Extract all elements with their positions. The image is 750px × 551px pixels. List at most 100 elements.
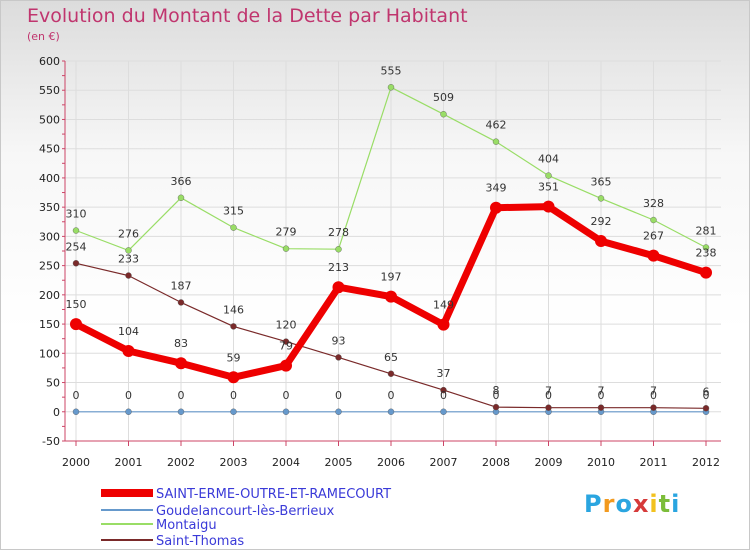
logo-letter: i	[671, 490, 681, 518]
y-tick-label: 500	[39, 113, 60, 126]
data-label: 0	[388, 389, 395, 402]
logo-letter: r	[602, 490, 616, 518]
data-point	[177, 194, 185, 202]
x-tick-label: 2003	[220, 456, 248, 469]
y-tick-label: 250	[39, 260, 60, 273]
data-label: 0	[650, 389, 657, 402]
data-point	[227, 371, 240, 384]
data-label: 0	[493, 389, 500, 402]
data-label: 7	[545, 385, 552, 398]
y-tick-label: 600	[39, 55, 60, 68]
data-point	[125, 247, 132, 254]
data-point	[230, 224, 237, 231]
y-tick-label: 200	[39, 289, 60, 302]
chart-title: Evolution du Montant de la Dette par Hab…	[27, 5, 468, 27]
data-label: 7	[598, 385, 605, 398]
data-label: 349	[486, 182, 507, 195]
x-tick-label: 2008	[482, 456, 510, 469]
y-tick-label: 50	[46, 377, 60, 390]
data-label: 149	[433, 299, 454, 312]
data-point	[437, 318, 450, 331]
proxiti-logo: Proxiti	[584, 490, 680, 518]
data-label: 279	[276, 226, 297, 239]
data-point	[492, 403, 500, 411]
data-point	[387, 408, 395, 415]
data-label: 254	[66, 240, 87, 253]
data-point	[177, 299, 185, 306]
legend-label: Saint-Thomas	[156, 534, 244, 549]
y-tick-label: 0	[53, 406, 60, 419]
data-point	[230, 408, 237, 415]
data-label: 197	[381, 271, 402, 284]
grid	[65, 60, 721, 442]
data-point	[440, 408, 447, 415]
legend: SAINT-ERME-OUTRE-ET-RAMECOURT Goudelancou…	[101, 487, 391, 549]
data-point	[702, 244, 710, 251]
y-tick-label: 450	[39, 143, 60, 156]
data-label: 59	[227, 351, 241, 364]
data-point	[335, 408, 342, 415]
data-point	[385, 290, 397, 303]
data-point	[335, 354, 342, 361]
data-label: 281	[696, 224, 717, 237]
data-label: 310	[66, 208, 87, 221]
data-labels: 150 104 83 59 79 213 197 149 349 351 292 267 238 0 0 0 0…	[66, 64, 717, 401]
y-tick-label: -50	[42, 435, 60, 448]
data-point	[545, 404, 552, 411]
data-point	[542, 200, 555, 213]
x-tick-label: 2011	[640, 456, 668, 469]
series-points	[70, 84, 712, 415]
data-point	[490, 201, 502, 214]
x-tick-label: 2005	[325, 456, 353, 469]
y-tick-label: 350	[39, 201, 60, 214]
x-tick-label: 2001	[115, 456, 143, 469]
y-tick-label: 150	[39, 318, 60, 331]
data-label: 0	[283, 389, 290, 402]
data-label: 6	[703, 385, 710, 398]
x-tick-label: 2000	[62, 456, 90, 469]
data-label: 315	[223, 205, 244, 218]
data-label: 0	[440, 389, 447, 402]
data-point	[597, 195, 605, 202]
chart-unit: (en €)	[27, 30, 60, 43]
data-label: 0	[178, 389, 185, 402]
logo-letter: P	[584, 490, 603, 518]
x-tick-label: 2004	[272, 456, 300, 469]
data-point	[650, 404, 657, 411]
x-tick-label: 2002	[167, 456, 195, 469]
data-point	[335, 246, 342, 253]
data-point	[492, 138, 500, 145]
data-point	[122, 344, 135, 357]
data-point	[280, 359, 292, 372]
data-label: 0	[335, 389, 342, 402]
data-point	[647, 249, 660, 262]
data-label: 555	[381, 64, 402, 77]
logo-letter: x	[632, 490, 650, 518]
data-point	[125, 272, 132, 279]
y-tick-label: 300	[39, 230, 60, 243]
data-label: 104	[118, 325, 139, 338]
legend-label: Montaigu	[156, 518, 217, 533]
data-point	[125, 408, 132, 415]
data-point	[440, 386, 447, 394]
data-point	[175, 357, 187, 370]
x-tick-label: 2012	[692, 456, 720, 469]
data-point	[282, 338, 290, 345]
data-point	[282, 408, 290, 415]
data-label: 0	[125, 389, 132, 402]
data-label: 366	[171, 175, 192, 188]
data-label: 37	[437, 367, 451, 380]
data-label: 93	[332, 334, 346, 347]
data-label: 278	[328, 226, 349, 239]
data-point	[332, 281, 345, 294]
data-label: 292	[591, 215, 612, 228]
y-tick-label: 550	[39, 84, 60, 97]
data-point	[70, 318, 82, 331]
data-label: 120	[276, 319, 297, 332]
data-label: 0	[230, 389, 237, 402]
data-point	[72, 260, 80, 267]
data-label: 146	[223, 303, 244, 316]
data-label: 233	[118, 253, 139, 266]
data-label: 150	[66, 298, 87, 311]
